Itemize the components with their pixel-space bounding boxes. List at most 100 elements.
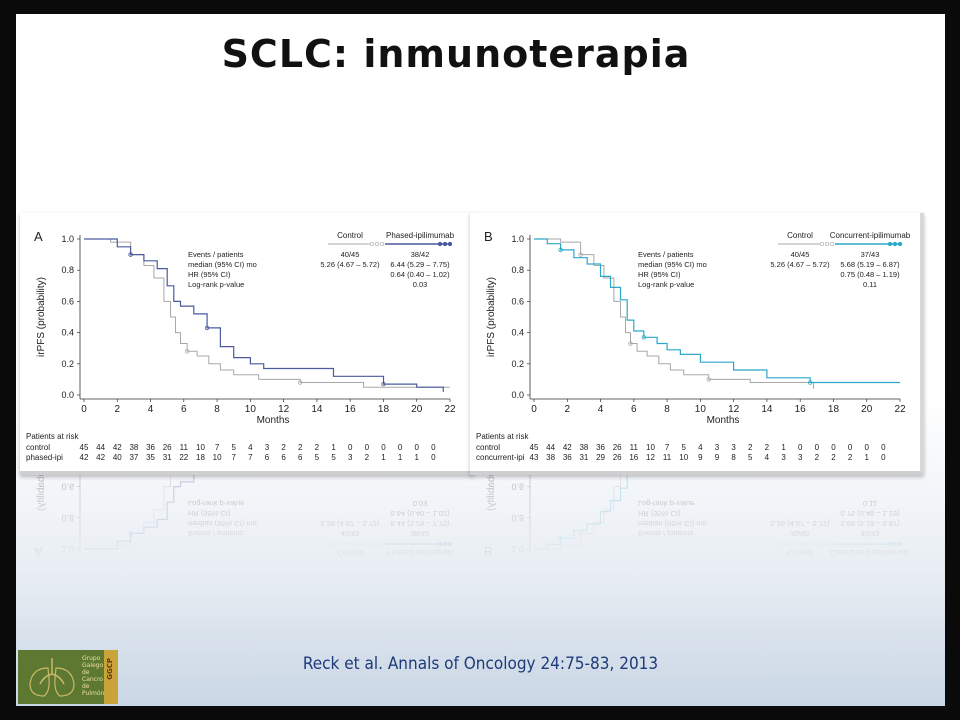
y-tick-label: 0.8 <box>511 513 524 523</box>
y-tick-label: 0.6 <box>511 296 524 306</box>
legend-marker-control <box>379 241 385 247</box>
at-risk-value: 40 <box>113 453 122 462</box>
at-risk-value: 0 <box>348 443 353 452</box>
y-tick-label: 0.2 <box>61 359 74 369</box>
at-risk-value: 45 <box>80 443 89 452</box>
at-risk-value: 3 <box>781 453 786 462</box>
at-risk-value: 2 <box>748 443 753 452</box>
at-risk-value: 2 <box>848 453 853 462</box>
y-tick-label: 1.0 <box>511 234 524 244</box>
at-risk-value: 4 <box>698 443 703 452</box>
at-risk-value: 2 <box>365 453 370 462</box>
legend-marker-arm <box>892 541 898 547</box>
at-risk-value: 7 <box>665 443 670 452</box>
logo-abbr: GGCP <box>106 658 114 680</box>
stats-label: median (95% CI) mo <box>638 519 707 528</box>
at-risk-value: 0 <box>865 443 870 452</box>
stats-arm-value: 0.75 (0.48 – 1.19) <box>840 509 900 518</box>
at-risk-value: 11 <box>180 443 189 452</box>
stats-arm-value: 0.11 <box>863 499 877 508</box>
x-axis-label: Months <box>707 415 740 426</box>
at-risk-row-label: phased-ipi <box>26 453 63 462</box>
at-risk-value: 5 <box>682 443 687 452</box>
at-risk-value: 1 <box>381 453 386 462</box>
at-risk-value: 3 <box>715 443 720 452</box>
at-risk-value: 29 <box>596 453 605 462</box>
stats-label: Log-rank p-value <box>188 280 244 289</box>
censor-marker <box>298 380 303 385</box>
stats-arm-value: 6.44 (5.29 – 7.75) <box>390 519 450 528</box>
x-tick-label: 22 <box>894 404 906 415</box>
censor-marker <box>204 325 210 331</box>
y-tick-label: 0.8 <box>61 513 74 523</box>
censor-marker <box>128 531 133 536</box>
y-tick-label: 0.0 <box>511 390 524 400</box>
stats-label: Events / patients <box>188 529 244 538</box>
y-axis-label: irPFS (probability) <box>486 475 497 511</box>
stats-label: Events / patients <box>638 250 694 259</box>
legend-marker-control <box>379 541 385 547</box>
at-risk-row-label: concurrent-ipi <box>476 453 525 462</box>
at-risk-value: 2 <box>831 453 836 462</box>
legend-marker-arm <box>447 241 453 247</box>
legend-control: Control <box>337 231 363 240</box>
x-tick-label: 4 <box>148 404 154 415</box>
at-risk-value: 0 <box>431 453 436 462</box>
legend-marker-control <box>369 241 375 247</box>
y-tick-label: 0.6 <box>511 482 524 492</box>
stats-label: HR (95% CI) <box>638 270 681 279</box>
at-risk-value: 42 <box>113 443 122 452</box>
at-risk-value: 3 <box>731 443 736 452</box>
x-tick-label: 16 <box>345 404 357 415</box>
at-risk-value: 43 <box>530 453 539 462</box>
censor-marker <box>706 377 711 382</box>
legend-arm: Phased-ipilimumab <box>386 231 455 240</box>
citation: Reck et al. Annals of Oncology 24:75-83,… <box>302 654 659 674</box>
stats-arm-value: 5.68 (5.19 – 6.87) <box>840 260 900 269</box>
x-tick-label: 0 <box>81 404 87 415</box>
stats-arm-value: 0.11 <box>863 280 877 289</box>
stats-label: median (95% CI) mo <box>188 519 257 528</box>
stats-control-value: 5.26 (4.67 – 5.72) <box>320 260 380 269</box>
y-tick-label: 1.0 <box>511 544 524 554</box>
x-tick-label: 14 <box>761 404 773 415</box>
x-tick-label: 8 <box>214 404 220 415</box>
at-risk-value: 26 <box>613 453 622 462</box>
stats-arm-value: 37/43 <box>861 529 880 538</box>
censor-marker <box>128 531 133 536</box>
panel-label: A <box>34 544 43 559</box>
slide-title: SCLC: inmunoterapia <box>221 32 691 76</box>
y-tick-label: 0.2 <box>511 359 524 369</box>
logo-stripe: GGCP <box>104 650 118 704</box>
stats-label: Log-rank p-value <box>638 499 694 508</box>
at-risk-row-label: control <box>476 443 500 452</box>
legend-marker-control <box>819 541 825 547</box>
legend-marker-arm <box>447 541 453 547</box>
legend-marker-arm <box>442 241 448 247</box>
at-risk-value: 10 <box>213 453 222 462</box>
at-risk-value: 0 <box>815 443 820 452</box>
y-tick-label: 0.6 <box>61 482 74 492</box>
at-risk-value: 6 <box>298 453 303 462</box>
legend-control: Control <box>787 231 813 240</box>
stats-label: HR (95% CI) <box>188 270 231 279</box>
y-tick-label: 0.8 <box>511 265 524 275</box>
x-tick-label: 10 <box>695 404 707 415</box>
stats-label: Log-rank p-value <box>188 499 244 508</box>
legend-marker-control <box>374 541 380 547</box>
stats-arm-value: 0.64 (0.40 – 1.02) <box>390 270 450 279</box>
at-risk-value: 10 <box>679 453 688 462</box>
legend-arm: Concurrent-ipilimumab <box>830 231 911 240</box>
x-tick-label: 18 <box>378 404 390 415</box>
legend-marker-control <box>824 241 830 247</box>
at-risk-value: 31 <box>579 453 588 462</box>
at-risk-value: 4 <box>248 443 253 452</box>
series-line-1 <box>84 238 444 392</box>
y-axis-label: irPFS (probability) <box>486 277 497 357</box>
y-tick-label: 0.4 <box>61 328 74 338</box>
censor-marker <box>578 531 583 536</box>
censor-marker <box>558 535 563 541</box>
series-line-1 <box>84 475 444 550</box>
x-tick-label: 12 <box>728 404 740 415</box>
